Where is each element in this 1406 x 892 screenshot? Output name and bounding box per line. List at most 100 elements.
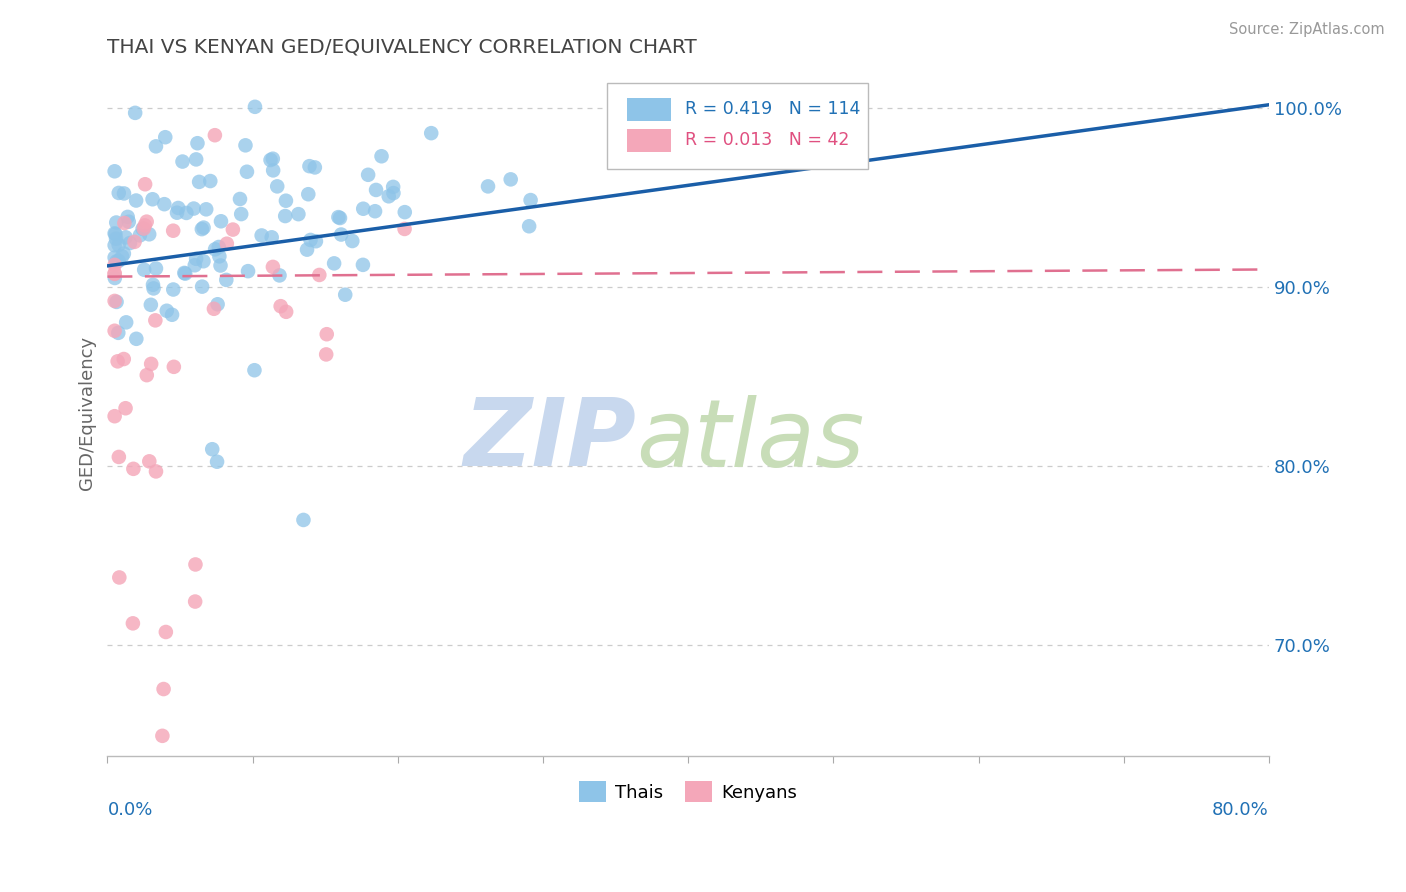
Point [519, 193, 541, 207]
Point [117, 210, 139, 224]
Point [114, 230, 136, 244]
Point [382, 180, 405, 194]
Point [262, 163, 284, 178]
Point [139, 298, 162, 312]
Point [112, 352, 135, 367]
Point [156, 303, 179, 318]
Point [517, 219, 540, 234]
Legend: Thais, Kenyans: Thais, Kenyans [572, 774, 804, 809]
Point [138, 454, 160, 468]
Point [125, 332, 148, 346]
Point [186, 153, 208, 167]
Point [370, 149, 392, 163]
Point [323, 256, 346, 270]
Point [287, 207, 309, 221]
Point [269, 268, 291, 283]
Y-axis label: GED/Equivalency: GED/Equivalency [79, 335, 96, 490]
Point [173, 266, 195, 280]
Point [250, 228, 273, 243]
Point [107, 354, 129, 368]
Point [155, 130, 177, 145]
Point [229, 192, 252, 206]
Point [114, 401, 136, 416]
Point [104, 293, 127, 308]
Text: 80.0%: 80.0% [1212, 801, 1270, 819]
Point [499, 172, 522, 186]
Point [128, 228, 150, 243]
Point [186, 136, 208, 151]
Point [142, 192, 165, 206]
Point [328, 210, 350, 224]
Point [135, 368, 157, 383]
Point [112, 186, 135, 201]
Point [193, 220, 215, 235]
Point [122, 462, 145, 476]
Point [112, 246, 135, 260]
Point [394, 205, 416, 219]
Point [274, 209, 297, 223]
Point [357, 168, 380, 182]
Text: Source: ZipAtlas.com: Source: ZipAtlas.com [1229, 22, 1385, 37]
Point [132, 221, 155, 235]
Point [243, 363, 266, 377]
Point [108, 570, 131, 584]
Point [209, 214, 232, 228]
Point [160, 308, 183, 322]
Point [292, 513, 315, 527]
Point [105, 254, 128, 268]
Point [304, 161, 326, 175]
Point [167, 201, 190, 215]
Point [104, 227, 127, 241]
Point [236, 264, 259, 278]
Point [266, 179, 288, 194]
Point [104, 409, 127, 424]
Point [104, 267, 127, 281]
Point [200, 174, 222, 188]
Point [104, 164, 127, 178]
Point [176, 206, 198, 220]
Point [166, 205, 188, 219]
Point [131, 222, 153, 236]
Text: atlas: atlas [636, 394, 865, 485]
Point [308, 268, 330, 282]
Point [276, 305, 298, 319]
Point [152, 681, 174, 696]
Point [205, 455, 228, 469]
Text: R = 0.013   N = 42: R = 0.013 N = 42 [685, 131, 849, 149]
Point [141, 357, 163, 371]
Point [191, 222, 214, 236]
Point [305, 234, 328, 248]
Point [145, 139, 167, 153]
Point [107, 326, 129, 340]
Point [477, 179, 499, 194]
Point [222, 222, 245, 236]
Point [183, 202, 205, 216]
Point [352, 202, 374, 216]
Point [377, 189, 399, 203]
Point [142, 281, 165, 295]
Point [673, 92, 696, 106]
Point [342, 234, 364, 248]
Point [184, 258, 207, 272]
Point [204, 242, 226, 256]
Point [115, 315, 138, 329]
Text: THAI VS KENYAN GED/EQUIVALENCY CORRELATION CHART: THAI VS KENYAN GED/EQUIVALENCY CORRELATI… [107, 37, 697, 56]
Point [274, 194, 297, 208]
Point [315, 347, 337, 361]
Point [215, 236, 238, 251]
Point [118, 235, 141, 250]
Point [104, 271, 127, 285]
FancyBboxPatch shape [607, 83, 868, 169]
Point [201, 442, 224, 457]
Point [243, 100, 266, 114]
Point [352, 258, 374, 272]
Point [193, 254, 215, 268]
Point [112, 216, 135, 230]
Point [135, 214, 157, 228]
Point [640, 106, 662, 120]
Point [162, 283, 184, 297]
Point [145, 464, 167, 478]
Point [329, 211, 352, 225]
Text: R = 0.419   N = 114: R = 0.419 N = 114 [685, 100, 860, 118]
Point [104, 266, 127, 280]
